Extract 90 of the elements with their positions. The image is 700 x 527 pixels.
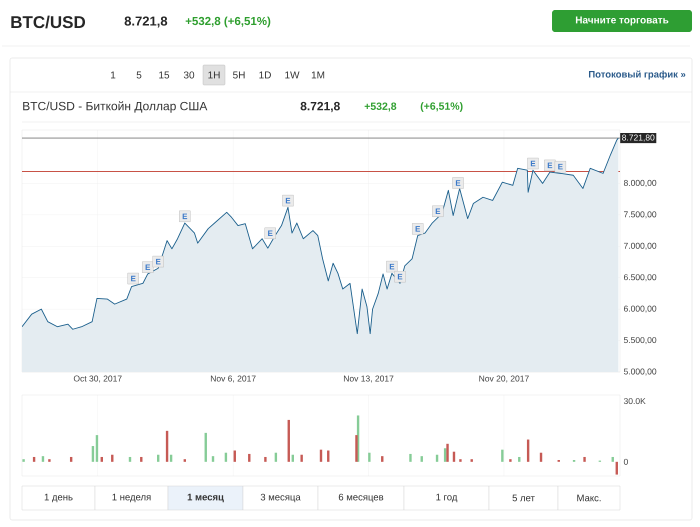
bar [111, 454, 114, 462]
bar [612, 456, 614, 462]
bar [100, 456, 103, 462]
annotation: E [416, 226, 420, 232]
text: 1 неделя [112, 494, 151, 502]
annotation: E [398, 274, 402, 280]
x-tick-label: Nov 13, 2017 [344, 376, 394, 383]
bar [234, 450, 236, 462]
text: 1H [208, 72, 220, 78]
bar [436, 454, 438, 462]
bar [170, 454, 172, 462]
text: Потоковый график » [588, 70, 686, 80]
chart-title: BTC/USD - Биткойн Доллар США [23, 101, 208, 113]
bar [356, 415, 360, 462]
y-tick-label: 0 [624, 458, 628, 465]
y-tick-label: 7.500,00 [624, 211, 656, 218]
y-tick-label: 8.000,00 [624, 180, 656, 187]
text: Макс. [577, 494, 601, 502]
bar [48, 459, 51, 462]
y-tick-label: 5.000,00 [624, 368, 656, 376]
bar [224, 452, 228, 462]
annotation: E [131, 276, 136, 282]
text: 1 месяц [188, 494, 224, 502]
text: 1D [259, 72, 271, 78]
text: 15 [159, 72, 170, 78]
bar [509, 459, 512, 462]
bar [526, 440, 530, 462]
x-tick-label: Nov 20, 2017 [479, 376, 529, 383]
text: 3 месяца [260, 494, 301, 502]
x-tick-label: Oct 30, 2017 [74, 376, 122, 383]
bar [274, 452, 278, 462]
text: 8.721,8 [124, 16, 168, 28]
annotation: E [456, 180, 460, 186]
text: BTC/USD [11, 16, 86, 28]
text: 1 год [436, 494, 458, 502]
bar [248, 454, 250, 462]
y-tick-label: 30.0K [624, 398, 646, 404]
annotation: E [548, 162, 552, 168]
bar [184, 459, 186, 462]
annotation: E [268, 230, 273, 236]
text: +532,8 (+6,51%) [186, 16, 270, 28]
bar [70, 456, 72, 462]
y-tick-label: 5.500,00 [624, 337, 656, 344]
ref-line-label: 8.721,80 [622, 134, 654, 142]
annotation: E [146, 264, 150, 270]
bar [501, 450, 504, 462]
y-tick-label: 6.000,00 [624, 306, 656, 313]
annotation: E [182, 214, 188, 220]
text: 1 [110, 72, 116, 78]
bar [157, 454, 160, 462]
annotation: E [558, 164, 563, 170]
bar [288, 420, 290, 462]
bar [420, 456, 423, 462]
text: 5 лет [512, 494, 535, 502]
text: 5 [136, 72, 142, 78]
text: 5H [233, 72, 245, 78]
bar [140, 456, 142, 462]
annotation: E [436, 208, 440, 214]
bar [204, 432, 207, 462]
text: 1 день [44, 494, 73, 502]
bar [444, 448, 446, 462]
text: (+6,51%) [420, 102, 463, 112]
bar [327, 450, 330, 462]
x-tick-label: Nov 6, 2017 [210, 376, 256, 383]
bar [518, 456, 520, 462]
annotation: E [530, 160, 536, 166]
text: 1M [312, 72, 324, 78]
bar [166, 430, 168, 462]
bar [292, 454, 294, 462]
annotation: E [156, 258, 161, 264]
text: +532,8 [364, 102, 396, 112]
bar [381, 456, 384, 462]
bar [32, 456, 36, 462]
bar [459, 459, 462, 462]
text: 1W [285, 72, 300, 78]
bar [300, 454, 303, 462]
text: Начните торговать [576, 16, 668, 26]
bar [264, 456, 267, 462]
bar [616, 462, 618, 475]
bar [92, 446, 94, 462]
bar [22, 459, 25, 462]
bar [470, 459, 473, 462]
bar [368, 452, 371, 462]
annotation: E [390, 264, 394, 270]
text: 30 [184, 71, 194, 79]
text: 8.721,8 [300, 102, 340, 112]
y-tick-label: 7.000,00 [624, 242, 656, 250]
annotation: E [286, 198, 290, 204]
text: 6 месяцев [338, 494, 384, 502]
y-tick-label: 6.500,00 [624, 274, 656, 282]
